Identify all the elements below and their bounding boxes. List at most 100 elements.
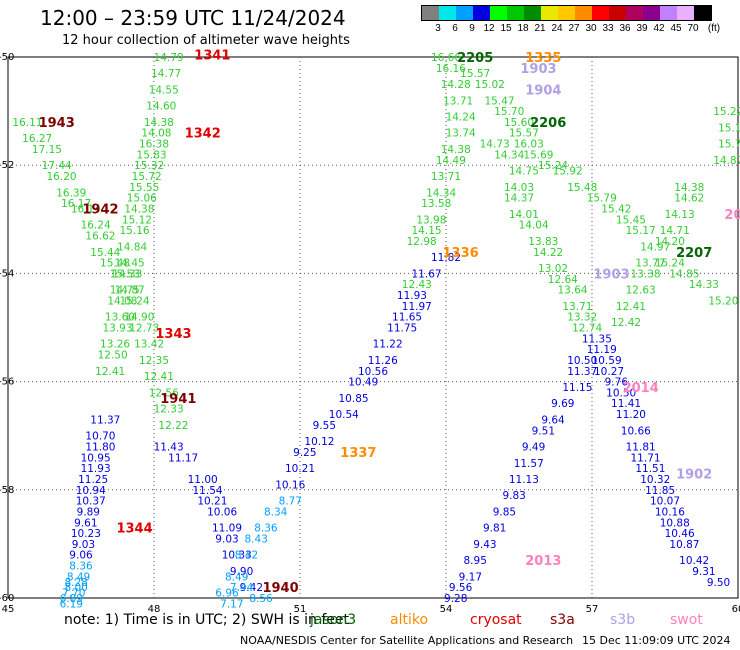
swh-value-label: 16.66 <box>431 52 461 64</box>
swh-value-label: 15.06 <box>127 193 157 205</box>
swh-value-label: 16.62 <box>85 231 115 243</box>
swh-value-label: 12.41 <box>616 301 646 313</box>
track-number-label: 1337 <box>340 446 376 461</box>
swh-value-label: 11.43 <box>154 442 184 454</box>
swh-value-label: 14.33 <box>112 268 142 280</box>
swh-value-label: 9.43 <box>473 539 496 551</box>
swh-value-label: 10.88 <box>660 517 690 529</box>
swh-value-label: 12.50 <box>98 350 128 362</box>
swh-value-label: 15.55 <box>129 182 159 194</box>
y-tick-label: -58 <box>0 485 14 496</box>
swh-value-label: 9.28 <box>444 593 467 605</box>
swh-value-label: 16.20 <box>47 171 77 183</box>
swh-value-label: 16.03 <box>514 139 544 151</box>
swh-value-label: 13.02 <box>538 263 568 275</box>
color-scale-tick: 27 <box>568 23 580 34</box>
swh-value-label: 15.18 <box>718 122 740 134</box>
swh-value-label: 9.25 <box>293 447 316 459</box>
swh-value-label: 15.57 <box>460 68 490 80</box>
color-scale-swatch <box>524 6 541 20</box>
color-scale-tick: 24 <box>551 23 563 34</box>
swh-value-label: 10.21 <box>285 463 315 475</box>
swh-value-label: 11.00 <box>188 474 218 486</box>
color-scale-swatch <box>439 6 456 20</box>
swh-value-label: 15.24 <box>538 160 568 172</box>
swh-value-label: 15.48 <box>100 258 130 270</box>
swh-value-label: 11.41 <box>611 398 641 410</box>
track-number-label: 1943 <box>39 116 75 131</box>
swh-value-label: 10.87 <box>669 539 699 551</box>
swh-value-label: 10.95 <box>81 452 111 464</box>
swh-value-label: 14.79 <box>154 52 184 64</box>
color-scale-swatch <box>643 6 660 20</box>
swh-value-label: 14.33 <box>689 279 719 291</box>
swh-value-label: 15.45 <box>616 214 646 226</box>
x-tick-label: 48 <box>148 604 161 615</box>
swh-value-label: 14.45 <box>115 258 145 270</box>
swh-value-label: 9.83 <box>502 490 525 502</box>
credit-line: NOAA/NESDIS Center for Satellite Applica… <box>240 634 574 647</box>
track-number-label: 1903 <box>520 62 556 77</box>
swh-value-label: 13.71 <box>431 171 461 183</box>
color-scale-swatch <box>473 6 490 20</box>
color-scale-tick: 6 <box>452 23 458 34</box>
swh-value-label: 13.38 <box>631 268 661 280</box>
swh-value-label: 9.56 <box>449 582 473 594</box>
satellite-legend-altiko: altiko <box>390 612 429 628</box>
x-tick-label: 54 <box>440 604 453 615</box>
swh-value-label: 10.16 <box>275 479 305 491</box>
swh-value-label: 14.38 <box>144 117 174 129</box>
color-scale-swatch <box>541 6 558 20</box>
swh-value-label: 11.93 <box>81 463 111 475</box>
swh-value-label: 16.16 <box>436 63 466 75</box>
swh-value-label: 14.38 <box>441 144 471 156</box>
swh-value-label: 11.85 <box>645 485 675 497</box>
swh-value-label: 12.41 <box>144 371 174 383</box>
swh-value-label: 9.06 <box>69 550 93 562</box>
swh-value-label: 11.82 <box>431 252 461 264</box>
swh-value-label: 9.31 <box>692 566 715 578</box>
swh-value-label: 8.34 <box>264 506 288 518</box>
swh-value-label: 15.57 <box>509 128 539 140</box>
swh-value-label: 12.33 <box>154 404 184 416</box>
swh-value-label: 8.00 <box>64 582 87 594</box>
swh-value-label: 11.19 <box>587 344 617 356</box>
swh-value-label: 13.60 <box>105 312 135 324</box>
swh-value-label: 13.93 <box>102 323 132 335</box>
x-tick-label: 45 <box>2 604 15 615</box>
swh-value-label: 9.69 <box>551 398 574 410</box>
y-tick-label: -60 <box>0 593 14 604</box>
color-scale-ticks: 3 6 9 12 15 18 21 24 27 30 33 36 39 42 45 70 (ft) <box>421 21 720 35</box>
swh-value-label: 12.98 <box>407 236 437 248</box>
swh-value-label: 11.37 <box>90 414 120 426</box>
track-number-label: 1902 <box>676 468 712 483</box>
swh-value-label: 14.62 <box>674 193 704 205</box>
x-tick-label: 51 <box>294 604 307 615</box>
swh-value-label: 9.76 <box>605 377 629 389</box>
y-tick-label: -56 <box>0 377 14 388</box>
swh-value-label: 9.03 <box>215 533 238 545</box>
color-scale: 3 6 9 12 15 18 21 24 27 30 33 36 39 42 45 70 (ft) <box>421 5 720 37</box>
track-number-label: 1343 <box>155 327 191 342</box>
swh-value-label: 16.11 <box>12 117 42 129</box>
track-number-label: 1335 <box>525 51 561 66</box>
color-scale-swatch <box>626 6 643 20</box>
swh-value-label: 8.77 <box>279 496 302 508</box>
track-number-label: 1342 <box>185 127 221 142</box>
color-scale-swatch <box>422 6 439 20</box>
swh-value-label: 9.81 <box>483 523 506 535</box>
swh-value-label: 17.15 <box>32 144 62 156</box>
swh-value-label: 14.84 <box>117 241 147 253</box>
swh-value-label: 11.80 <box>85 442 115 454</box>
color-scale-swatch <box>694 6 711 20</box>
swh-value-label: 13.71 <box>443 95 473 107</box>
swh-value-label: 14.97 <box>640 241 670 253</box>
swh-value-label: 12.74 <box>572 323 602 335</box>
swh-value-label: 9.42 <box>240 582 263 594</box>
color-scale-swatch <box>677 6 694 20</box>
swh-value-label: 10.12 <box>304 436 334 448</box>
swh-value-label: 15.53 <box>110 268 140 280</box>
color-scale-tick: 15 <box>500 23 512 34</box>
color-scale-tick: 39 <box>636 23 648 34</box>
swh-value-label: 14.75 <box>110 285 140 297</box>
